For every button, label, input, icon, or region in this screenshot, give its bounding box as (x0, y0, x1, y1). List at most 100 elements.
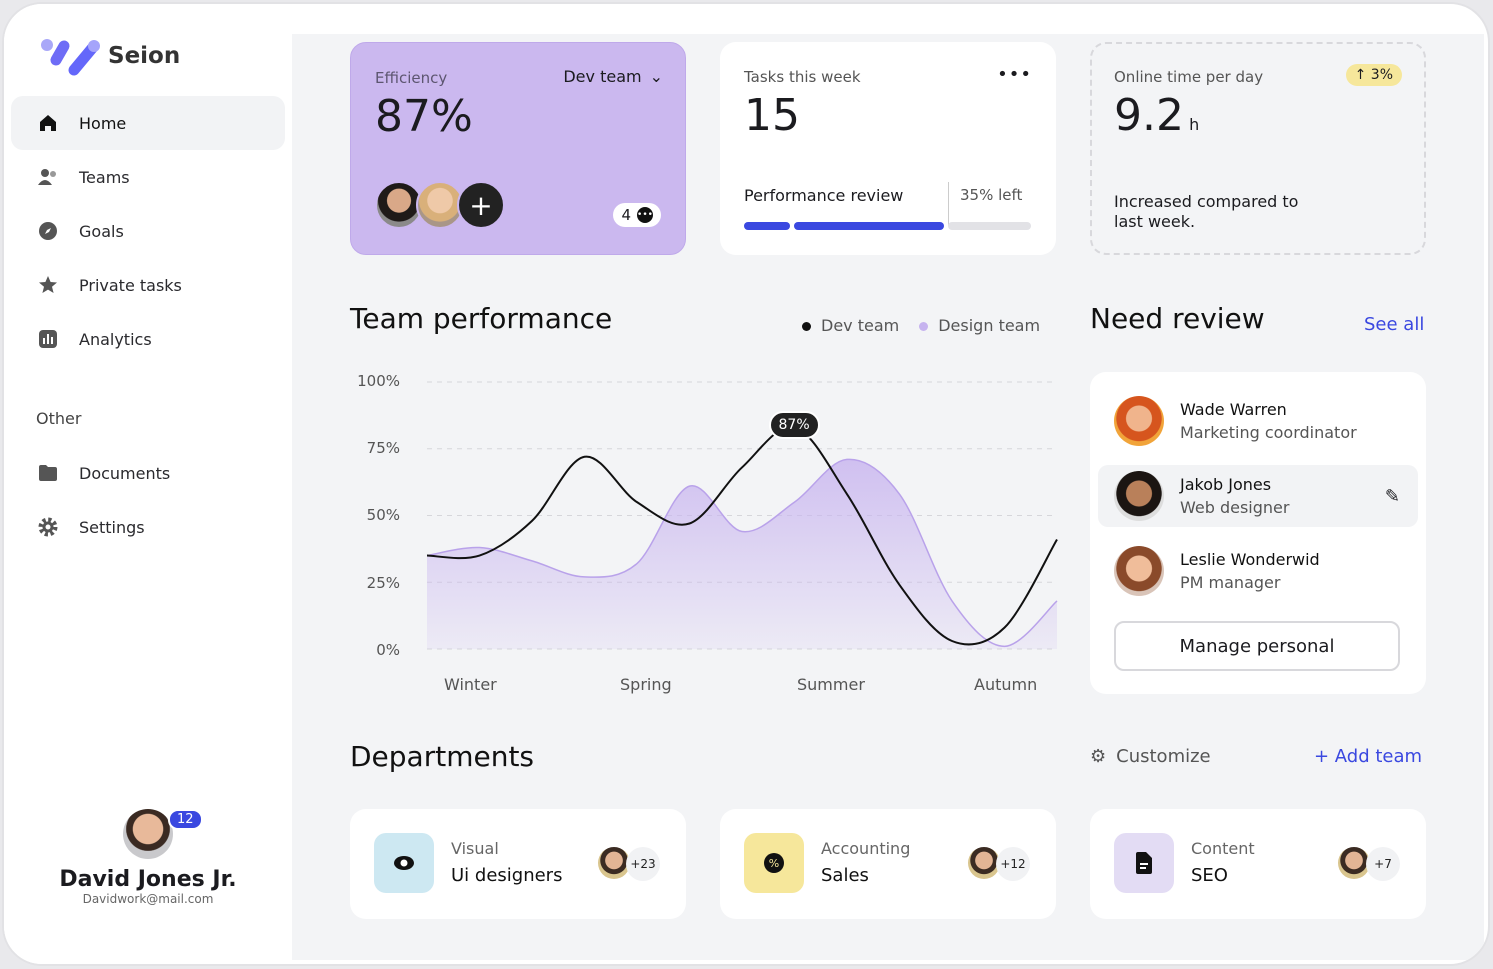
x-tick: Autumn (974, 675, 1038, 694)
member-avatar (598, 847, 630, 879)
highlight-label: 87% (768, 411, 820, 440)
y-tick: 25% (366, 574, 400, 592)
add-team-button[interactable]: + Add team (1314, 746, 1423, 767)
logo[interactable]: Seion (38, 36, 180, 76)
department-category: Accounting (821, 839, 911, 858)
chevron-down-icon: ⌄ (649, 67, 663, 86)
chart-icon (37, 328, 59, 350)
sidebar-item-documents[interactable]: Documents (11, 446, 285, 500)
design-team-area (427, 459, 1057, 649)
sidebar-item-label: Goals (79, 221, 124, 241)
x-tick: Winter (444, 675, 497, 694)
dev-team-line (426, 426, 1058, 646)
online-unit: h (1189, 115, 1200, 134)
change-value: 3% (1370, 67, 1393, 83)
member-count: +7 (1366, 847, 1400, 881)
review-item[interactable]: Leslie Wonderwid PM manager (1098, 540, 1418, 602)
department-card[interactable]: % Accounting Sales +12 (720, 809, 1056, 919)
sidebar: Seion Home Teams Goals Private tasks Ana… (4, 4, 292, 964)
online-label: Online time per day (1114, 68, 1264, 86)
team-dropdown-value: Dev team (563, 67, 642, 86)
avatar (1114, 396, 1164, 446)
efficiency-value: 87% (375, 91, 473, 142)
compass-icon (37, 220, 59, 242)
y-tick: 50% (366, 506, 400, 524)
design-team-line (426, 458, 1058, 648)
gear-icon (37, 516, 59, 538)
person-name: Jakob Jones (1180, 475, 1272, 494)
review-item[interactable]: Jakob Jones Web designer ✎ (1098, 465, 1418, 527)
gear-icon: ⚙ (1090, 746, 1107, 767)
department-name: Ui designers (451, 865, 563, 886)
users-icon (37, 166, 59, 188)
sidebar-item-private-tasks[interactable]: Private tasks (11, 258, 285, 312)
member-avatar (1338, 847, 1370, 879)
more-options-icon[interactable]: ••• (997, 64, 1032, 85)
home-icon (37, 112, 59, 134)
user-email: Davidwork@mail.com (82, 892, 214, 906)
arrow-up-icon: ↑ (1354, 67, 1371, 83)
review-item[interactable]: Wade Warren Marketing coordinator (1098, 390, 1418, 452)
brand-name: Seion (108, 43, 181, 69)
person-role: Marketing coordinator (1180, 423, 1357, 442)
legend-dev-team[interactable]: Dev team (802, 316, 899, 335)
main-nav: Home Teams Goals Private tasks Analytics (11, 96, 285, 366)
sidebar-item-teams[interactable]: Teams (11, 150, 285, 204)
sidebar-item-home[interactable]: Home (11, 96, 285, 150)
sidebar-item-label: Analytics (79, 329, 152, 349)
tasks-label: Tasks this week (744, 68, 861, 86)
x-tick: Summer (797, 675, 865, 694)
plus-icon: + (469, 188, 493, 222)
main-content: Efficiency Dev team ⌄ 87% + 4 ••• Tasks th… (292, 34, 1484, 960)
manage-personal-button[interactable]: Manage personal (1114, 621, 1400, 671)
eye-icon (374, 833, 434, 893)
svg-text:%: % (769, 857, 779, 870)
see-all-link[interactable]: See all (1364, 314, 1425, 335)
legend-design-team[interactable]: Design team (919, 316, 1040, 335)
avatar (1114, 546, 1164, 596)
need-review-title: Need review (1090, 302, 1265, 335)
online-time-card: Online time per day ↑ 3% 9.2 h Increased… (1090, 42, 1426, 255)
y-tick: 75% (366, 439, 400, 457)
online-note: Increased compared to last week. (1114, 192, 1299, 231)
sidebar-item-analytics[interactable]: Analytics (11, 312, 285, 366)
y-tick: 100% (357, 372, 400, 390)
sidebar-item-settings[interactable]: Settings (11, 500, 285, 554)
user-name: David Jones Jr. (59, 867, 237, 892)
efficiency-label: Efficiency (375, 69, 448, 87)
person-name: Leslie Wonderwid (1180, 550, 1320, 569)
sidebar-item-goals[interactable]: Goals (11, 204, 285, 258)
customize-button[interactable]: ⚙ Customize (1090, 746, 1211, 767)
add-member-button[interactable]: + (457, 181, 505, 229)
department-card[interactable]: Visual Ui designers +23 (350, 809, 686, 919)
department-category: Visual (451, 839, 499, 858)
sidebar-item-label: Documents (79, 463, 171, 483)
sidebar-item-label: Private tasks (79, 275, 182, 295)
change-badge: ↑ 3% (1345, 64, 1402, 86)
sidebar-item-label: Home (79, 113, 127, 133)
comments-count: 4 (621, 206, 631, 224)
departments-title: Departments (350, 740, 535, 773)
online-value: 9.2 (1114, 90, 1184, 141)
member-count: +12 (996, 847, 1030, 881)
tasks-value: 15 (744, 90, 800, 141)
person-role: Web designer (1180, 498, 1290, 517)
department-card[interactable]: Content SEO +7 (1090, 809, 1426, 919)
department-category: Content (1191, 839, 1255, 858)
sidebar-item-label: Teams (79, 167, 130, 187)
efficiency-card: Efficiency Dev team ⌄ 87% + 4 ••• (350, 42, 686, 255)
user-avatar (123, 809, 173, 859)
review-list: Wade Warren Marketing coordinator Jakob J… (1090, 372, 1426, 694)
member-avatar[interactable] (375, 181, 423, 229)
edit-icon[interactable]: ✎ (1384, 485, 1400, 507)
department-name: Sales (821, 865, 869, 886)
team-dropdown[interactable]: Dev team ⌄ (563, 67, 663, 86)
percent-badge-icon: % (744, 833, 804, 893)
person-role: PM manager (1180, 573, 1281, 592)
avatar (1114, 471, 1164, 521)
comments-badge[interactable]: 4 ••• (613, 203, 661, 227)
chart-legend: Dev team Design team (802, 316, 1040, 335)
notification-badge: 12 (168, 809, 203, 830)
user-profile[interactable]: 12 David Jones Jr. Davidwork@mail.com (4, 809, 292, 906)
